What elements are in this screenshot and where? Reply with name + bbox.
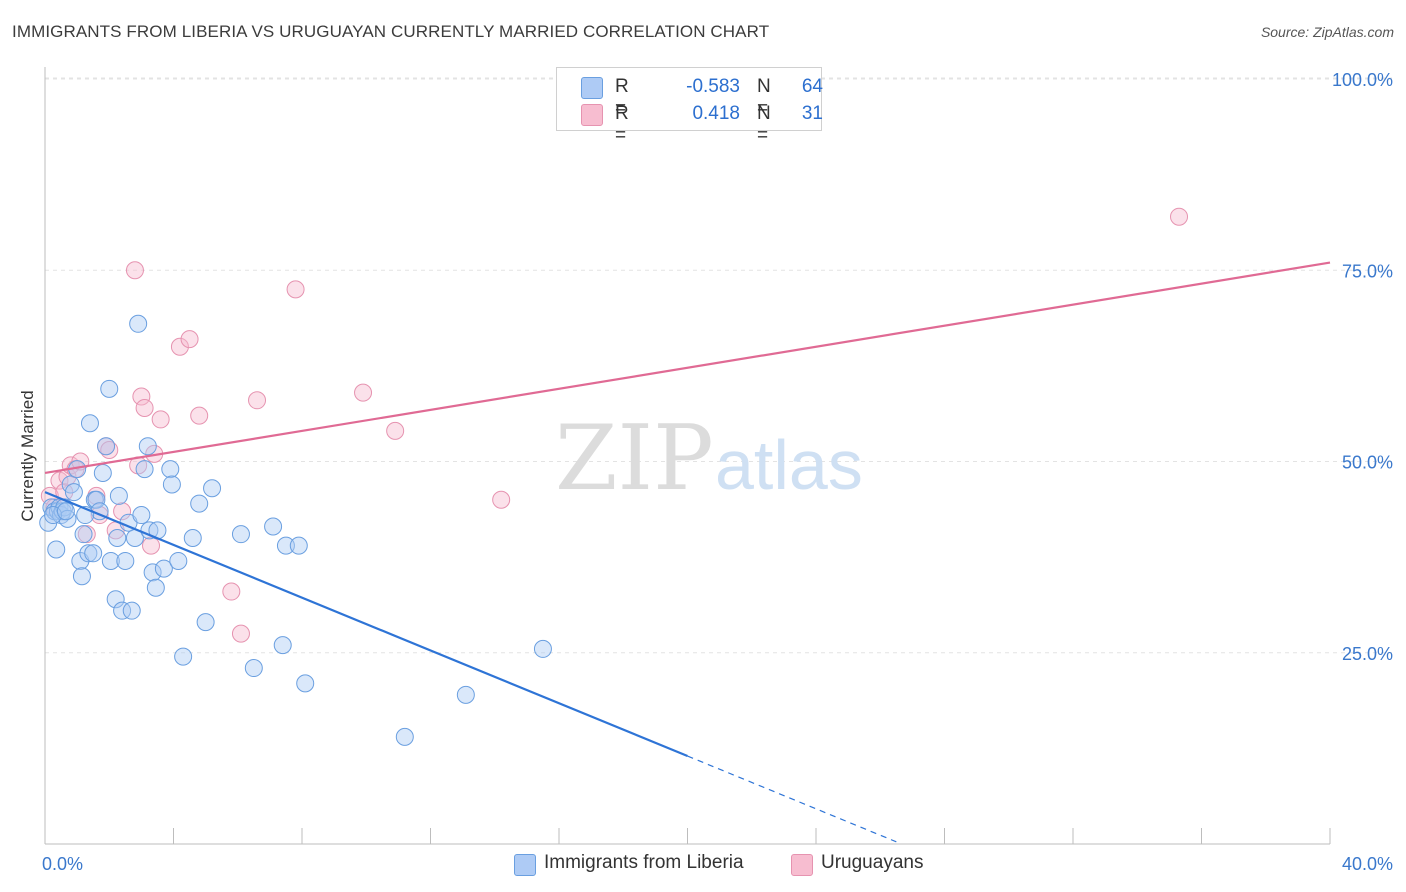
- data-point-uruguayans: [132, 387, 151, 406]
- watermark-atlas: atlas: [715, 426, 863, 504]
- data-point-liberia: [47, 540, 66, 559]
- data-point-liberia: [56, 502, 75, 521]
- data-point-liberia: [108, 529, 127, 547]
- data-point-liberia: [395, 727, 414, 746]
- data-point-uruguayans: [125, 261, 144, 280]
- data-point-liberia: [264, 517, 283, 536]
- data-point-liberia: [273, 636, 292, 655]
- y-tick-label: 100.0%: [1332, 70, 1393, 90]
- bottom-legend-label: Immigrants from Liberia: [544, 852, 744, 873]
- legend-n-label: N =: [757, 103, 771, 146]
- data-point-liberia: [122, 601, 141, 620]
- trend-line-liberia: [44, 491, 688, 758]
- watermark-zip: ZIP: [555, 406, 714, 511]
- series-liberia: [39, 314, 552, 746]
- data-point-uruguayans: [135, 398, 154, 417]
- data-point-liberia: [80, 414, 99, 433]
- data-point-uruguayans: [231, 624, 250, 643]
- data-point-liberia: [162, 475, 181, 494]
- data-point-liberia: [161, 460, 180, 479]
- data-point-liberia: [203, 479, 222, 498]
- legend-n-value: 31: [801, 103, 823, 124]
- data-point-liberia: [74, 525, 93, 544]
- axes: [44, 67, 1331, 845]
- data-point-liberia: [296, 674, 315, 693]
- data-point-liberia: [183, 529, 202, 547]
- data-point-uruguayans: [1170, 207, 1189, 226]
- trend-line-liberia-extension: [687, 755, 897, 843]
- x-tick-label: 0.0%: [42, 854, 83, 874]
- legend-r-label: R =: [615, 103, 629, 146]
- data-point-liberia: [109, 486, 128, 505]
- grid: [45, 77, 1392, 654]
- data-point-uruguayans: [151, 410, 170, 429]
- data-point-liberia: [533, 639, 552, 658]
- legend-swatch-pink: [581, 104, 603, 126]
- data-point-liberia: [113, 601, 132, 620]
- legend-r-value: 0.418: [692, 103, 740, 124]
- data-point-uruguayans: [180, 330, 199, 349]
- trend-line-uruguayans: [44, 261, 1331, 475]
- data-point-liberia: [174, 647, 193, 666]
- data-point-liberia: [116, 551, 135, 570]
- legend-r-value: -0.583: [686, 76, 740, 97]
- data-point-liberia: [289, 536, 308, 555]
- data-point-uruguayans: [142, 536, 161, 555]
- data-point-liberia: [129, 314, 148, 333]
- data-point-uruguayans: [113, 502, 132, 521]
- data-point-uruguayans: [248, 391, 267, 410]
- data-point-liberia: [132, 506, 151, 525]
- data-point-liberia: [58, 509, 77, 528]
- legend-n-value: 64: [801, 76, 823, 97]
- data-point-liberia: [146, 578, 165, 597]
- y-tick-label: 50.0%: [1342, 453, 1393, 473]
- data-point-liberia: [101, 551, 120, 570]
- bottom-legend-swatch-blue: [514, 854, 536, 876]
- data-point-uruguayans: [170, 337, 189, 356]
- x-tick-label: 40.0%: [1342, 854, 1393, 874]
- data-point-liberia: [100, 379, 119, 398]
- data-point-liberia: [244, 659, 263, 678]
- data-point-liberia: [135, 460, 154, 479]
- correlation-legend: R = -0.583 N = 64 R = 0.418 N = 31: [556, 67, 823, 146]
- data-point-liberia: [93, 463, 112, 482]
- data-point-liberia: [79, 544, 98, 563]
- y-axis-label: Currently Married: [18, 390, 37, 522]
- data-point-liberia: [169, 551, 188, 570]
- tick-labels: 25.0% 50.0% 75.0% 100.0% 0.0% 40.0%: [42, 70, 1393, 874]
- data-point-liberia: [97, 437, 116, 456]
- bottom-legend-swatch-pink: [791, 854, 813, 876]
- legend-n-label: N =: [757, 76, 771, 119]
- data-point-liberia: [154, 559, 173, 578]
- data-point-liberia: [190, 494, 209, 513]
- chart-title: IMMIGRANTS FROM LIBERIA VS URUGUAYAN CUR…: [12, 22, 770, 41]
- legend-r-label: R =: [615, 76, 629, 119]
- data-point-uruguayans: [222, 582, 241, 601]
- data-point-liberia: [196, 613, 215, 632]
- source-label: Source: ZipAtlas.com: [1260, 24, 1394, 40]
- data-point-liberia: [84, 544, 103, 563]
- bottom-legend-label: Uruguayans: [821, 852, 924, 873]
- data-point-uruguayans: [354, 383, 373, 402]
- data-point-liberia: [143, 563, 162, 582]
- data-point-liberia: [87, 490, 106, 509]
- y-tick-label: 25.0%: [1342, 644, 1393, 664]
- data-point-uruguayans: [492, 490, 511, 509]
- legend-swatch-blue: [581, 77, 603, 99]
- data-point-liberia: [456, 685, 475, 704]
- y-tick-label: 75.0%: [1342, 261, 1393, 281]
- data-point-liberia: [276, 536, 295, 555]
- data-point-uruguayans: [286, 280, 305, 299]
- data-point-liberia: [231, 525, 250, 544]
- trend-lines: [44, 261, 1331, 843]
- data-point-liberia: [64, 483, 83, 502]
- data-point-uruguayans: [190, 406, 209, 425]
- data-point-uruguayans: [386, 421, 405, 440]
- data-point-liberia: [72, 567, 91, 586]
- data-point-liberia: [106, 590, 125, 609]
- data-point-liberia: [138, 437, 157, 456]
